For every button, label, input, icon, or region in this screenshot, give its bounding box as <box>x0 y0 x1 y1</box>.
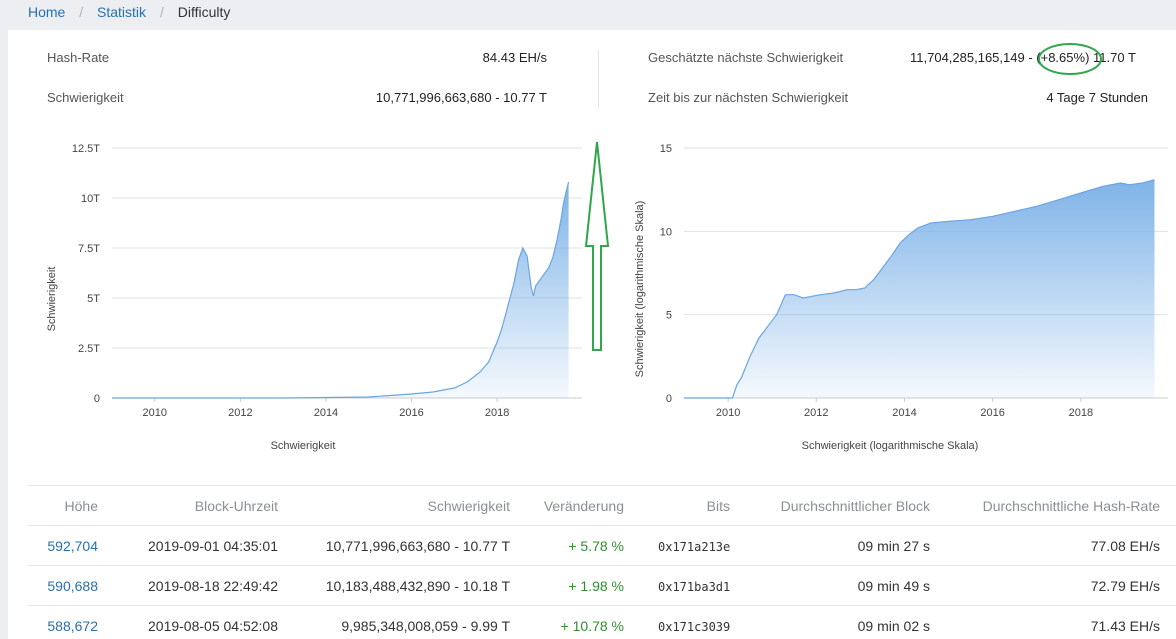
hashrate-value: 84.43 EH/s <box>482 50 547 65</box>
y-tick-label: 2.5T <box>78 343 100 355</box>
cell-height[interactable]: 588,672 <box>47 618 98 634</box>
x-tick-label: 2016 <box>399 407 423 419</box>
row-divider <box>28 565 1176 566</box>
x-tick-label: 2018 <box>485 407 509 419</box>
breadcrumb-statistik-link[interactable]: Statistik <box>97 4 147 20</box>
cell-change: + 5.78 % <box>568 538 624 554</box>
log-difficulty-chart: 0 5 10 15 2010 2012 2014 2016 2018 <box>660 143 1168 419</box>
row-divider <box>28 605 1176 606</box>
difficulty-panel: Hash-Rate 84.43 EH/s Schwierigkeit 10,77… <box>8 30 1176 639</box>
next-difficulty-label: Geschätzte nächste Schwierigkeit <box>648 50 844 65</box>
cell-avg-block: 09 min 27 s <box>857 538 930 554</box>
up-arrow-annotation <box>584 141 610 351</box>
cell-change: + 10.78 % <box>560 618 624 634</box>
breadcrumb-separator: / <box>79 4 84 20</box>
y-tick-label: 10 <box>660 226 672 238</box>
chart2-ylabel: Schwierigkeit (logarithmische Skala) <box>634 200 646 378</box>
next-difficulty-short: 11.70 T <box>1093 50 1136 65</box>
chart1-ylabel: Schwierigkeit <box>46 266 58 332</box>
chart1-caption: Schwierigkeit <box>270 440 336 452</box>
x-tick-label: 2010 <box>143 407 167 419</box>
x-tick-label: 2012 <box>804 407 828 419</box>
x-tick-label: 2010 <box>716 407 740 419</box>
x-tick-label: 2014 <box>892 407 916 419</box>
table-top-border <box>28 485 1176 486</box>
series-area <box>112 182 569 398</box>
cell-block-time: 2019-09-01 04:35:01 <box>148 538 278 554</box>
y-tick-label: 5 <box>666 310 672 322</box>
col-header-height[interactable]: Höhe <box>64 498 98 514</box>
cell-difficulty: 10,183,488,432,890 - 10.18 T <box>325 578 510 594</box>
series-line <box>112 181 570 399</box>
stats-divider <box>598 50 599 108</box>
col-header-change[interactable]: Veränderung <box>543 498 624 514</box>
cell-height[interactable]: 592,704 <box>47 538 98 554</box>
next-difficulty-percent: (+8.65%) <box>1036 50 1090 65</box>
cell-difficulty: 9,985,348,008,059 - 9.99 T <box>341 618 510 634</box>
difficulty-label: Schwierigkeit <box>47 90 124 105</box>
x-tick-label: 2018 <box>1069 407 1093 419</box>
cell-bits: 0x171ba3d1 <box>658 580 731 594</box>
time-to-next-value: 4 Tage 7 Stunden <box>1046 90 1148 105</box>
x-tick-label: 2012 <box>228 407 252 419</box>
cell-avg-block: 09 min 49 s <box>857 578 930 594</box>
table-header-border <box>28 525 1176 526</box>
series-area <box>684 179 1155 398</box>
cell-avg-block: 09 min 02 s <box>857 618 930 634</box>
y-tick-label: 0 <box>666 393 672 405</box>
next-difficulty-raw: 11,704,285,165,149 - <box>910 50 1033 65</box>
y-tick-label: 7.5T <box>78 243 100 255</box>
x-tick-label: 2014 <box>314 407 338 419</box>
cell-block-time: 2019-08-05 04:52:08 <box>148 618 278 634</box>
hashrate-label: Hash-Rate <box>47 50 110 65</box>
x-tick-label: 2016 <box>980 407 1004 419</box>
difficulty-value: 10,771,996,663,680 - 10.77 T <box>375 90 547 105</box>
cell-avg-hashrate: 77.08 EH/s <box>1090 538 1160 554</box>
breadcrumb: Home / Statistik / Difficulty <box>0 0 1176 28</box>
cell-avg-hashrate: 71.43 EH/s <box>1090 618 1160 634</box>
col-header-difficulty[interactable]: Schwierigkeit <box>427 498 510 514</box>
breadcrumb-separator: / <box>159 4 164 20</box>
cell-bits: 0x171a213e <box>658 540 731 554</box>
cell-height[interactable]: 590,688 <box>47 578 98 594</box>
y-tick-label: 15 <box>660 143 672 155</box>
col-header-avg-block[interactable]: Durchschnittlicher Block <box>780 498 930 514</box>
next-difficulty-value: 11,704,285,165,149 - (+8.65%) 11.70 T <box>910 50 1136 65</box>
cell-block-time: 2019-08-18 22:49:42 <box>148 578 278 594</box>
breadcrumb-home-link[interactable]: Home <box>28 4 66 20</box>
cell-avg-hashrate: 72.79 EH/s <box>1090 578 1160 594</box>
col-header-block-time[interactable]: Block-Uhrzeit <box>194 498 278 514</box>
difficulty-chart: 0 2.5T 5T 7.5T 10T 12.5T 2010 2012 2014 2016 2018 <box>72 143 582 419</box>
chart2-caption: Schwierigkeit (logarithmische Skala) <box>801 440 979 452</box>
y-tick-label: 12.5T <box>72 143 100 155</box>
y-tick-label: 0 <box>94 393 100 405</box>
series-line <box>684 179 1155 399</box>
y-tick-label: 5T <box>87 293 100 305</box>
time-to-next-label: Zeit bis zur nächsten Schwierigkeit <box>648 90 849 105</box>
breadcrumb-current: Difficulty <box>177 4 231 20</box>
cell-difficulty: 10,771,996,663,680 - 10.77 T <box>325 538 510 554</box>
y-tick-label: 10T <box>81 193 100 205</box>
cell-change: + 1.98 % <box>568 578 624 594</box>
highlight-circle <box>1038 43 1102 75</box>
cell-bits: 0x171c3039 <box>658 620 731 634</box>
col-header-avg-hashrate[interactable]: Durchschnittliche Hash-Rate <box>982 498 1160 514</box>
col-header-bits[interactable]: Bits <box>706 498 730 514</box>
